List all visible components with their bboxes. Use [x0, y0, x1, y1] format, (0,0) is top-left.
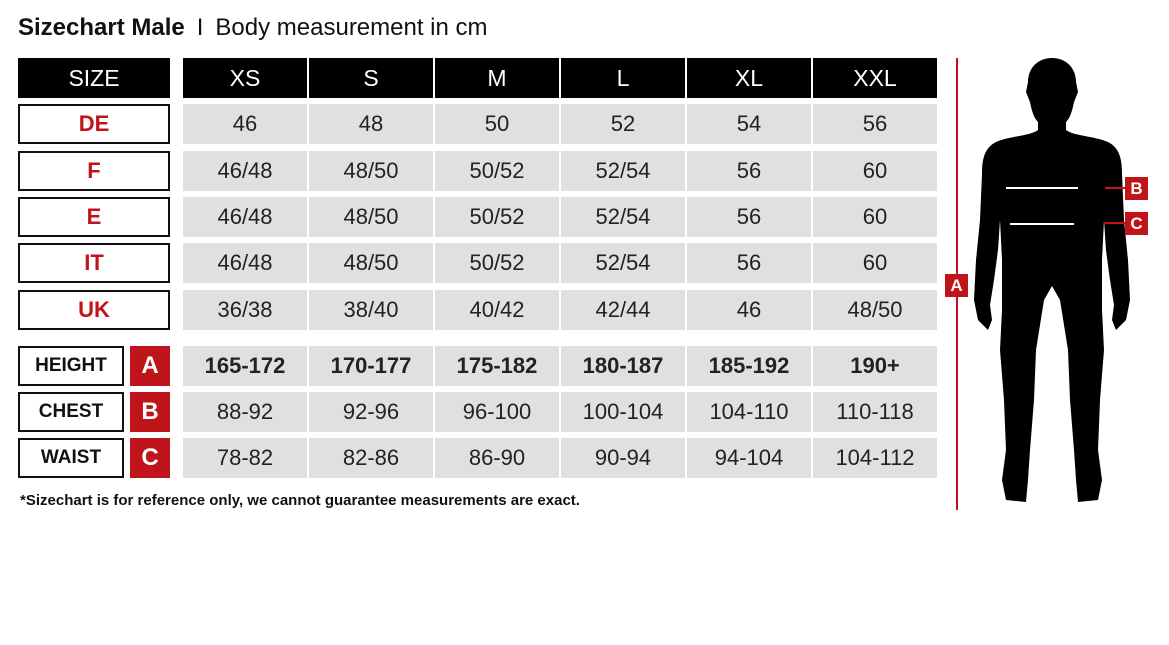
row-label-f: F	[18, 151, 170, 191]
table-cell: 48/50	[309, 151, 433, 191]
male-silhouette-icon	[956, 58, 1130, 510]
table-cell: 54	[687, 104, 811, 144]
size-header-s: S	[309, 58, 433, 98]
waist-marker-c: C	[1125, 212, 1148, 235]
table-cell: 96-100	[435, 392, 559, 432]
table-cell: 46	[687, 290, 811, 330]
table-cell: 94-104	[687, 438, 811, 478]
size-header-l: L	[561, 58, 685, 98]
table-cell: 104-110	[687, 392, 811, 432]
table-cell: 92-96	[309, 392, 433, 432]
row-label-de: DE	[18, 104, 170, 144]
table-cell: 42/44	[561, 290, 685, 330]
table-cell: 52/54	[561, 151, 685, 191]
table-cell: 48	[309, 104, 433, 144]
table-cell: 86-90	[435, 438, 559, 478]
measure-label-waist: WAIST	[18, 438, 124, 478]
table-cell: 50/52	[435, 243, 559, 283]
table-cell: 38/40	[309, 290, 433, 330]
measure-label-chest: CHEST	[18, 392, 124, 432]
table-cell: 48/50	[309, 243, 433, 283]
table-cell: 46/48	[183, 197, 307, 237]
table-cell: 185-192	[687, 346, 811, 386]
row-label-uk: UK	[18, 290, 170, 330]
table-cell: 40/42	[435, 290, 559, 330]
table-cell: 50/52	[435, 151, 559, 191]
page-title: Sizechart Male I Body measurement in cm	[18, 14, 488, 42]
table-cell: 52	[561, 104, 685, 144]
table-cell: 50/52	[435, 197, 559, 237]
table-cell: 88-92	[183, 392, 307, 432]
table-cell: 52/54	[561, 197, 685, 237]
table-cell: 60	[813, 243, 937, 283]
chest-marker-b: B	[1125, 177, 1148, 200]
size-header-xs: XS	[183, 58, 307, 98]
table-cell: 180-187	[561, 346, 685, 386]
size-header-xl: XL	[687, 58, 811, 98]
table-cell: 100-104	[561, 392, 685, 432]
table-cell: 46/48	[183, 151, 307, 191]
table-cell: 82-86	[309, 438, 433, 478]
table-cell: 170-177	[309, 346, 433, 386]
table-cell: 46/48	[183, 243, 307, 283]
measure-marker-b: B	[130, 392, 170, 432]
row-label-it: IT	[18, 243, 170, 283]
table-cell: 60	[813, 151, 937, 191]
table-cell: 78-82	[183, 438, 307, 478]
table-cell: 175-182	[435, 346, 559, 386]
title-main: Sizechart Male	[18, 14, 185, 41]
measure-marker-a: A	[130, 346, 170, 386]
table-cell: 56	[813, 104, 937, 144]
table-cell: 36/38	[183, 290, 307, 330]
height-marker-a: A	[945, 274, 968, 297]
table-cell: 90-94	[561, 438, 685, 478]
table-cell: 56	[687, 197, 811, 237]
size-header-xxl: XXL	[813, 58, 937, 98]
table-cell: 190+	[813, 346, 937, 386]
footnote: *Sizechart is for reference only, we can…	[20, 492, 580, 509]
measure-marker-c: C	[130, 438, 170, 478]
table-cell: 165-172	[183, 346, 307, 386]
table-cell: 46	[183, 104, 307, 144]
row-label-e: E	[18, 197, 170, 237]
size-header-label: SIZE	[18, 58, 170, 98]
table-cell: 110-118	[813, 392, 937, 432]
table-cell: 48/50	[813, 290, 937, 330]
table-cell: 56	[687, 151, 811, 191]
measure-label-height: HEIGHT	[18, 346, 124, 386]
title-subtitle: Body measurement in cm	[215, 14, 488, 41]
table-cell: 52/54	[561, 243, 685, 283]
table-cell: 56	[687, 243, 811, 283]
title-separator: I	[196, 14, 204, 41]
size-header-m: M	[435, 58, 559, 98]
table-cell: 50	[435, 104, 559, 144]
table-cell: 60	[813, 197, 937, 237]
table-cell: 48/50	[309, 197, 433, 237]
table-cell: 104-112	[813, 438, 937, 478]
